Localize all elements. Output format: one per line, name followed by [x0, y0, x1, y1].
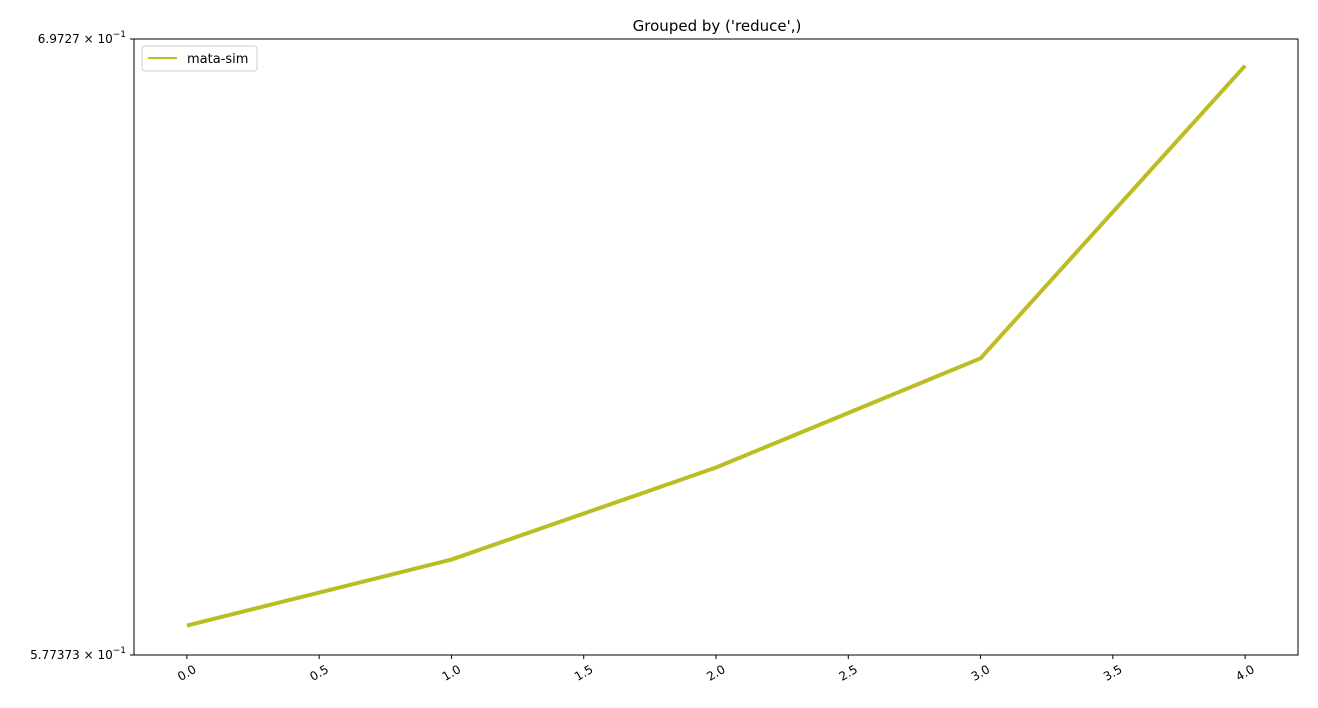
plot-lines [186, 64, 1247, 628]
x-tick-label: 0.5 [307, 662, 331, 684]
x-tick-label: 1.5 [572, 662, 596, 684]
legend-box [141, 45, 258, 72]
chart-title: Grouped by ('reduce',) [633, 17, 802, 35]
y-tick-label: 6.9727 × 10−1 [38, 30, 126, 46]
y-tick-label: 5.77373 × 10−1 [30, 646, 126, 662]
plot-frame [133, 38, 1299, 656]
legend: mata-sim [141, 45, 258, 72]
series-line-0 [186, 64, 1247, 628]
x-axis: 0.0 0.5 1.0 1.5 2.0 2.5 3.0 3.5 4.0 [175, 655, 1257, 684]
y-axis: 6.9727 × 10−1 5.77373 × 10−1 [30, 30, 134, 662]
x-tick-label: 3.0 [969, 662, 993, 684]
x-tick-label: 0.0 [175, 662, 199, 684]
x-tick-label: 1.0 [440, 662, 464, 684]
legend-label: mata-sim [187, 52, 248, 67]
x-tick-label: 4.0 [1233, 662, 1257, 684]
x-tick-label: 2.5 [837, 662, 861, 684]
x-tick-label: 2.0 [704, 662, 728, 684]
x-tick-label: 3.5 [1101, 662, 1125, 684]
